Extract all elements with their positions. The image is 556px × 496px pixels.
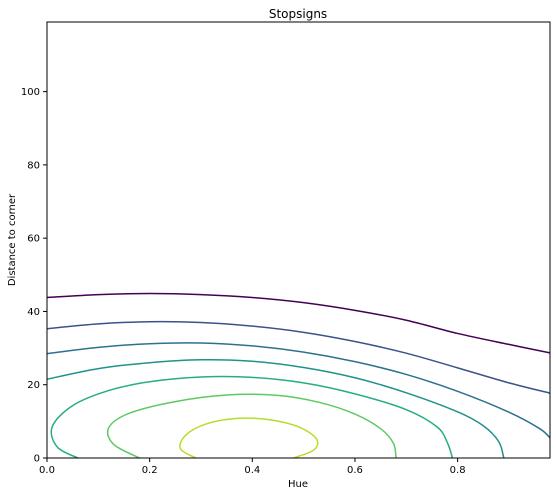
x-tick-label: 0.2: [142, 465, 158, 476]
contour-line: [47, 360, 504, 458]
x-axis-ticks: 0.0 0.2 0.4 0.6 0.8: [39, 458, 466, 476]
y-axis-label: Distance to corner: [7, 193, 18, 286]
contour-lines: [47, 293, 550, 458]
y-tick-label: 40: [27, 307, 40, 318]
plot-frame: [47, 22, 550, 458]
contour-line: [108, 394, 396, 458]
y-tick-label: 80: [27, 160, 40, 171]
x-tick-label: 0.8: [450, 465, 466, 476]
contour-line: [180, 418, 318, 458]
x-axis-label: Hue: [288, 479, 308, 490]
y-tick-label: 100: [21, 87, 40, 98]
y-tick-label: 60: [27, 234, 40, 245]
x-tick-label: 0.0: [39, 465, 55, 476]
y-axis-ticks: 0 20 40 60 80 100: [21, 87, 47, 464]
x-tick-label: 0.4: [244, 465, 260, 476]
y-tick-label: 20: [27, 380, 40, 391]
contour-line: [47, 343, 550, 438]
chart-title: Stopsigns: [269, 7, 327, 21]
x-tick-label: 0.6: [347, 465, 363, 476]
y-tick-label: 0: [34, 454, 40, 465]
